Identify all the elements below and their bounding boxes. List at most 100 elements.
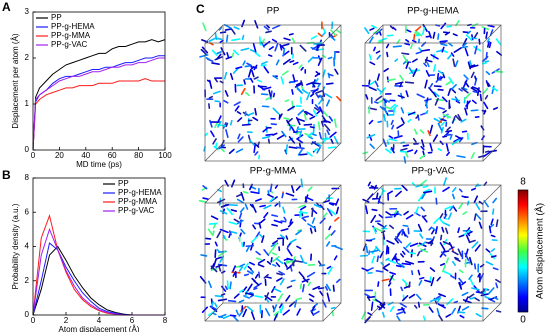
bond [225, 56, 233, 60]
bond [287, 221, 294, 228]
bond [419, 179, 427, 186]
bond [226, 280, 229, 290]
bond [328, 115, 333, 122]
bond [207, 228, 214, 237]
bond [291, 89, 294, 95]
bond [219, 39, 224, 44]
bond [369, 143, 375, 149]
bond [250, 191, 260, 195]
bond [415, 115, 420, 119]
bond [420, 248, 429, 253]
bond [431, 229, 435, 235]
bond [238, 212, 243, 220]
bond [470, 152, 475, 160]
bond [460, 118, 467, 123]
bond [455, 135, 463, 140]
bond [312, 83, 316, 88]
bond [468, 239, 476, 244]
bond [386, 34, 394, 37]
bond [258, 271, 261, 279]
bond [420, 206, 426, 212]
bond [295, 185, 301, 191]
bond [451, 260, 457, 266]
bond [443, 250, 450, 253]
bond [326, 265, 332, 270]
bond [220, 203, 230, 208]
bond [446, 25, 452, 28]
bond [271, 285, 276, 293]
bond [453, 300, 459, 304]
bond [253, 287, 258, 291]
bond [224, 90, 229, 97]
bond [450, 52, 455, 57]
colorbar-label: Atom displacement (Å) [535, 203, 546, 299]
bond [279, 308, 283, 313]
bond [272, 263, 277, 267]
bond [433, 217, 440, 224]
bond [287, 105, 295, 112]
bond [260, 61, 268, 65]
series-line [32, 78, 165, 151]
bond [279, 43, 285, 50]
bond [222, 315, 230, 320]
bond [410, 43, 413, 50]
bond [229, 72, 234, 80]
bond [255, 250, 261, 256]
bond [465, 34, 473, 42]
bond [440, 121, 445, 127]
bond [442, 135, 448, 138]
bond [256, 257, 263, 261]
bond [333, 118, 337, 128]
cube-edge [322, 24, 342, 44]
bond [250, 236, 258, 244]
cube-edge [204, 302, 224, 322]
bond [427, 239, 434, 245]
bond [272, 255, 280, 263]
bond [316, 142, 322, 147]
bond [306, 81, 315, 86]
bond [468, 256, 473, 266]
bond [312, 109, 318, 117]
bond [236, 110, 242, 115]
bond [246, 305, 254, 312]
cube-edge [204, 184, 224, 204]
bond [368, 79, 371, 85]
bond [247, 68, 252, 78]
cube-edge [322, 184, 342, 204]
bond [259, 233, 263, 238]
bond [282, 43, 290, 47]
bond [221, 285, 227, 292]
bond [409, 242, 419, 247]
bond [280, 228, 289, 232]
bond [438, 293, 447, 298]
bond [286, 285, 293, 289]
bond [281, 130, 287, 138]
bond [471, 241, 479, 249]
bond [307, 223, 316, 229]
cube-edge [482, 184, 502, 204]
bond [418, 279, 423, 286]
bond [236, 198, 245, 204]
bond [273, 287, 282, 293]
bond [280, 220, 287, 223]
bond [365, 94, 369, 100]
bond [282, 47, 286, 57]
bond [429, 82, 434, 88]
bond [222, 234, 226, 240]
bond [335, 29, 342, 34]
bond [369, 61, 376, 66]
bond [452, 33, 458, 37]
bond [336, 278, 341, 284]
series-line [32, 242, 165, 316]
bond [202, 22, 207, 32]
bond [429, 142, 433, 152]
bond [321, 31, 327, 37]
bond [217, 115, 222, 122]
bond [436, 49, 443, 53]
bond [247, 283, 253, 292]
bond [364, 316, 371, 324]
bond [464, 107, 468, 116]
cube-edge [364, 302, 384, 322]
bond [317, 57, 323, 67]
bond [326, 292, 331, 302]
